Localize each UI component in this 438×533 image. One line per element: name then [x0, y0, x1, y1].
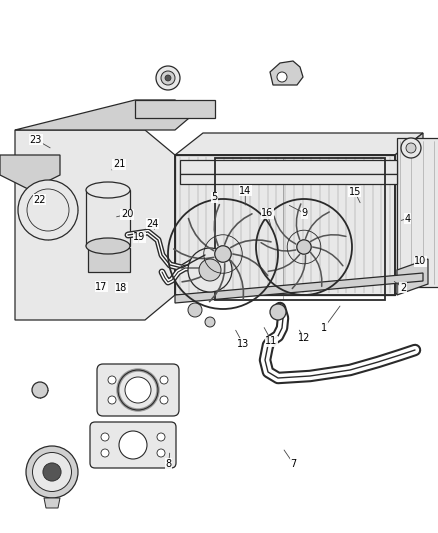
- Polygon shape: [270, 61, 303, 85]
- Circle shape: [32, 453, 71, 491]
- Circle shape: [119, 431, 147, 459]
- Circle shape: [188, 303, 202, 317]
- Ellipse shape: [86, 182, 130, 198]
- Polygon shape: [395, 133, 423, 295]
- Polygon shape: [175, 133, 423, 155]
- Text: 13: 13: [237, 339, 249, 349]
- Text: 21: 21: [113, 159, 125, 169]
- Text: 24: 24: [146, 219, 159, 229]
- Circle shape: [160, 396, 168, 404]
- Circle shape: [401, 138, 421, 158]
- Circle shape: [406, 143, 416, 153]
- Circle shape: [32, 382, 48, 398]
- Circle shape: [297, 240, 311, 254]
- Polygon shape: [397, 138, 438, 287]
- Circle shape: [199, 259, 221, 281]
- Text: 19: 19: [133, 232, 145, 242]
- Circle shape: [205, 317, 215, 327]
- Polygon shape: [175, 273, 423, 303]
- Text: 7: 7: [290, 459, 297, 469]
- Polygon shape: [180, 160, 397, 174]
- Polygon shape: [135, 100, 215, 118]
- Text: 22: 22: [33, 195, 46, 205]
- Polygon shape: [15, 130, 175, 320]
- Text: 20: 20: [121, 209, 133, 219]
- Text: 8: 8: [166, 459, 172, 469]
- Circle shape: [157, 449, 165, 457]
- Text: 4: 4: [404, 214, 410, 223]
- Circle shape: [161, 71, 175, 85]
- Circle shape: [277, 72, 287, 82]
- Text: 2: 2: [400, 283, 406, 293]
- Circle shape: [43, 463, 61, 481]
- Text: 10: 10: [414, 256, 427, 266]
- Polygon shape: [15, 100, 195, 130]
- Text: 1: 1: [321, 323, 327, 333]
- Circle shape: [101, 449, 109, 457]
- Circle shape: [108, 376, 116, 384]
- Text: 16: 16: [261, 208, 273, 218]
- Polygon shape: [86, 190, 130, 246]
- FancyBboxPatch shape: [90, 422, 176, 468]
- Text: 23: 23: [30, 135, 42, 144]
- Text: 12: 12: [298, 334, 311, 343]
- Polygon shape: [175, 155, 395, 295]
- Circle shape: [18, 180, 78, 240]
- Text: 5: 5: [212, 192, 218, 202]
- Polygon shape: [44, 498, 60, 508]
- Circle shape: [26, 446, 78, 498]
- Polygon shape: [180, 174, 397, 184]
- Text: 14: 14: [239, 186, 251, 196]
- Text: 17: 17: [95, 282, 108, 292]
- FancyBboxPatch shape: [97, 364, 179, 416]
- Polygon shape: [0, 155, 60, 190]
- Circle shape: [270, 304, 286, 320]
- Text: 18: 18: [115, 283, 127, 293]
- Circle shape: [215, 246, 231, 262]
- Text: 15: 15: [349, 187, 361, 197]
- Text: 11: 11: [265, 336, 278, 346]
- Circle shape: [101, 433, 109, 441]
- Circle shape: [125, 377, 151, 403]
- Ellipse shape: [86, 238, 130, 254]
- Circle shape: [165, 75, 171, 81]
- Polygon shape: [88, 248, 130, 272]
- Circle shape: [108, 396, 116, 404]
- Polygon shape: [397, 259, 428, 295]
- Circle shape: [157, 433, 165, 441]
- Circle shape: [160, 376, 168, 384]
- Circle shape: [156, 66, 180, 90]
- Circle shape: [188, 248, 232, 292]
- Text: 9: 9: [301, 208, 307, 218]
